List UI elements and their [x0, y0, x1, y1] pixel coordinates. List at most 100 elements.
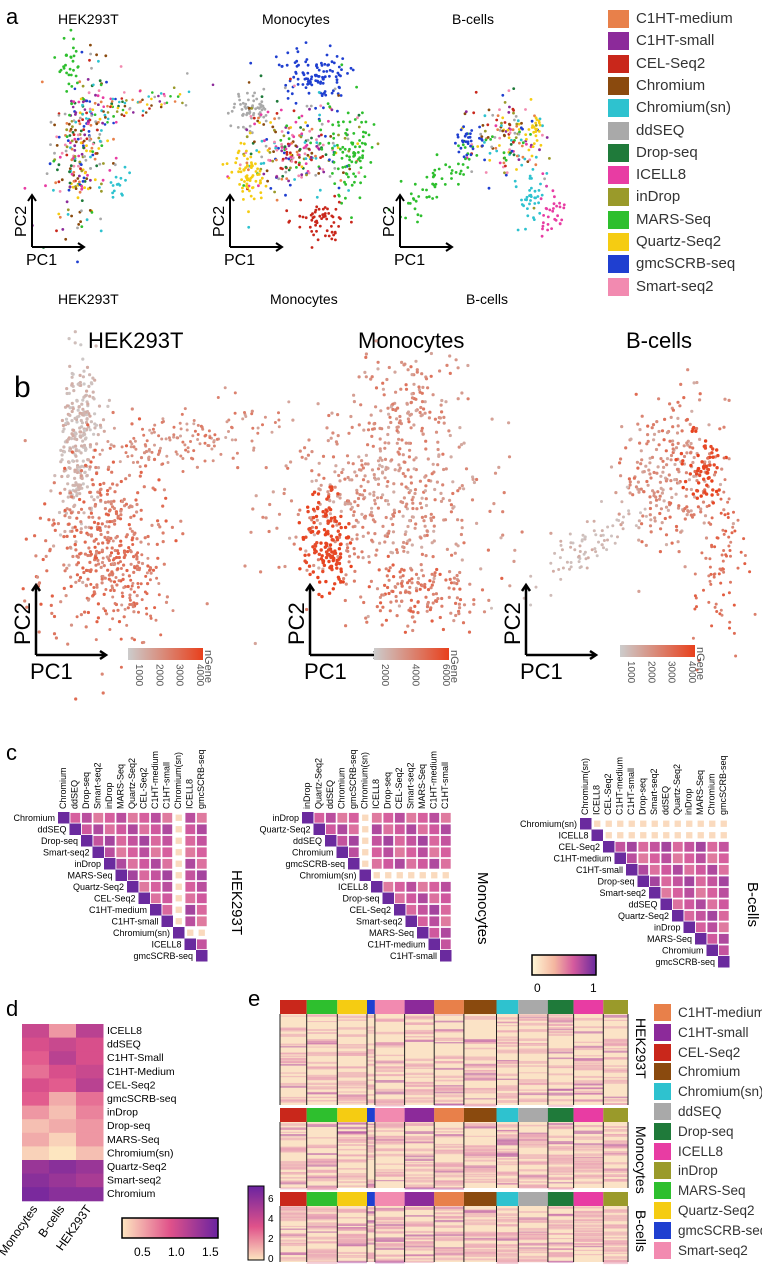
matrix-cell — [628, 832, 635, 839]
scatter-dot — [434, 592, 438, 596]
matrix-cell — [406, 847, 417, 858]
matrix-cell — [406, 904, 417, 915]
scatter-dot — [650, 426, 654, 430]
scatter-dot — [360, 512, 364, 516]
scatter-dot — [418, 587, 422, 591]
scatter-dot — [462, 441, 466, 445]
scatter-dot — [138, 465, 142, 469]
scatter-dot — [297, 153, 301, 157]
scatter-dot — [83, 448, 88, 452]
matrix-cell — [661, 887, 672, 898]
scatter-dot — [656, 490, 660, 494]
scatter-dot — [665, 463, 669, 467]
scatter-dot — [329, 534, 333, 538]
scatter-dot — [66, 422, 70, 426]
expression-streak — [306, 1248, 338, 1251]
scatter-dot — [49, 603, 53, 608]
expression-streak — [518, 1156, 548, 1159]
scatter-dot — [397, 437, 401, 441]
scatter-dot — [466, 166, 470, 169]
scatter-dot — [362, 428, 366, 432]
scatter-dot — [290, 160, 294, 163]
scatter-dot — [681, 509, 686, 513]
scatter-dot — [712, 575, 716, 579]
scatter-dot — [338, 496, 342, 500]
scatter-dot — [458, 587, 462, 591]
matrix-col-label: inDrop — [104, 782, 114, 809]
scatter-dot — [396, 582, 400, 586]
scatter-dot — [599, 534, 603, 538]
matrix-cell — [175, 918, 182, 925]
scatter-dot — [559, 577, 563, 581]
scatter-dot — [431, 592, 435, 596]
matrix-cell — [683, 921, 695, 933]
scatter-dot — [238, 98, 242, 102]
scatter-dot — [96, 94, 100, 98]
scatter-dot — [551, 209, 555, 213]
heatmap-cell — [76, 1132, 104, 1147]
scatter-dot — [322, 528, 327, 532]
scatter-dot — [395, 548, 399, 552]
matrix-cell — [382, 892, 394, 904]
scatter-dot — [637, 538, 641, 542]
scatter-dot — [165, 101, 169, 105]
scatter-dot — [75, 494, 79, 498]
heatmap-row-label: Drop-seq — [107, 1120, 150, 1132]
matrix-cell — [651, 832, 658, 839]
scatter-dot — [464, 140, 468, 144]
scatter-dot — [78, 492, 82, 496]
scatter-dot — [670, 495, 674, 500]
scatter-dot — [310, 136, 313, 140]
scatter-dot — [719, 608, 723, 612]
scatter-dot — [409, 606, 413, 610]
scatter-dot — [671, 443, 675, 447]
scatter-dot — [114, 97, 117, 101]
scatter-dot — [121, 573, 125, 577]
scatter-dot — [345, 542, 349, 547]
scatter-dot — [71, 131, 75, 134]
heatmap-cell — [22, 1173, 50, 1188]
scatter-dot — [103, 576, 107, 580]
scatter-dot — [406, 539, 410, 543]
scatter-dot — [81, 357, 85, 361]
scatter-dot — [322, 170, 326, 174]
scatter-dot — [406, 624, 410, 628]
matrix-col-label: inDrop — [684, 788, 694, 815]
matrix-cell — [139, 812, 150, 823]
scatter-dot — [321, 213, 325, 217]
scatter-dot — [308, 572, 312, 577]
matrix-cell — [674, 820, 681, 827]
scatter-dot — [301, 83, 305, 86]
scatter-dot — [366, 614, 370, 619]
scatter-dot — [689, 441, 693, 446]
matrix-cell — [104, 847, 115, 858]
scatter-dot — [303, 77, 307, 81]
expression-streak — [404, 1031, 435, 1034]
scatter-dot — [69, 55, 73, 59]
scatter-dot — [676, 540, 680, 544]
scatter-dot — [707, 521, 711, 525]
scatter-dot — [537, 189, 541, 192]
scatter-dot — [412, 467, 416, 471]
scatter-dot — [447, 595, 451, 600]
expression-streak — [603, 1080, 628, 1083]
scatter-dot — [430, 572, 434, 576]
expression-streak — [603, 1038, 628, 1042]
scatter-dot — [471, 147, 475, 151]
scatter-dot — [663, 516, 667, 521]
scatter-dot — [353, 569, 357, 574]
scatter-dot — [403, 362, 407, 366]
scatter-dot — [404, 441, 408, 445]
scatter-dot — [65, 71, 68, 75]
scatter-dot — [308, 129, 312, 133]
scatter-dot — [354, 161, 358, 164]
scatter-dot — [298, 449, 302, 453]
scatter-dot — [123, 607, 127, 611]
scatter-dot — [290, 92, 294, 96]
expression-streak — [603, 1134, 628, 1136]
scatter-dot — [728, 626, 731, 630]
scatter-dot — [77, 119, 81, 123]
scatter-dot — [271, 159, 275, 163]
scatter-dot — [140, 553, 144, 557]
expression-streak — [337, 1071, 367, 1074]
